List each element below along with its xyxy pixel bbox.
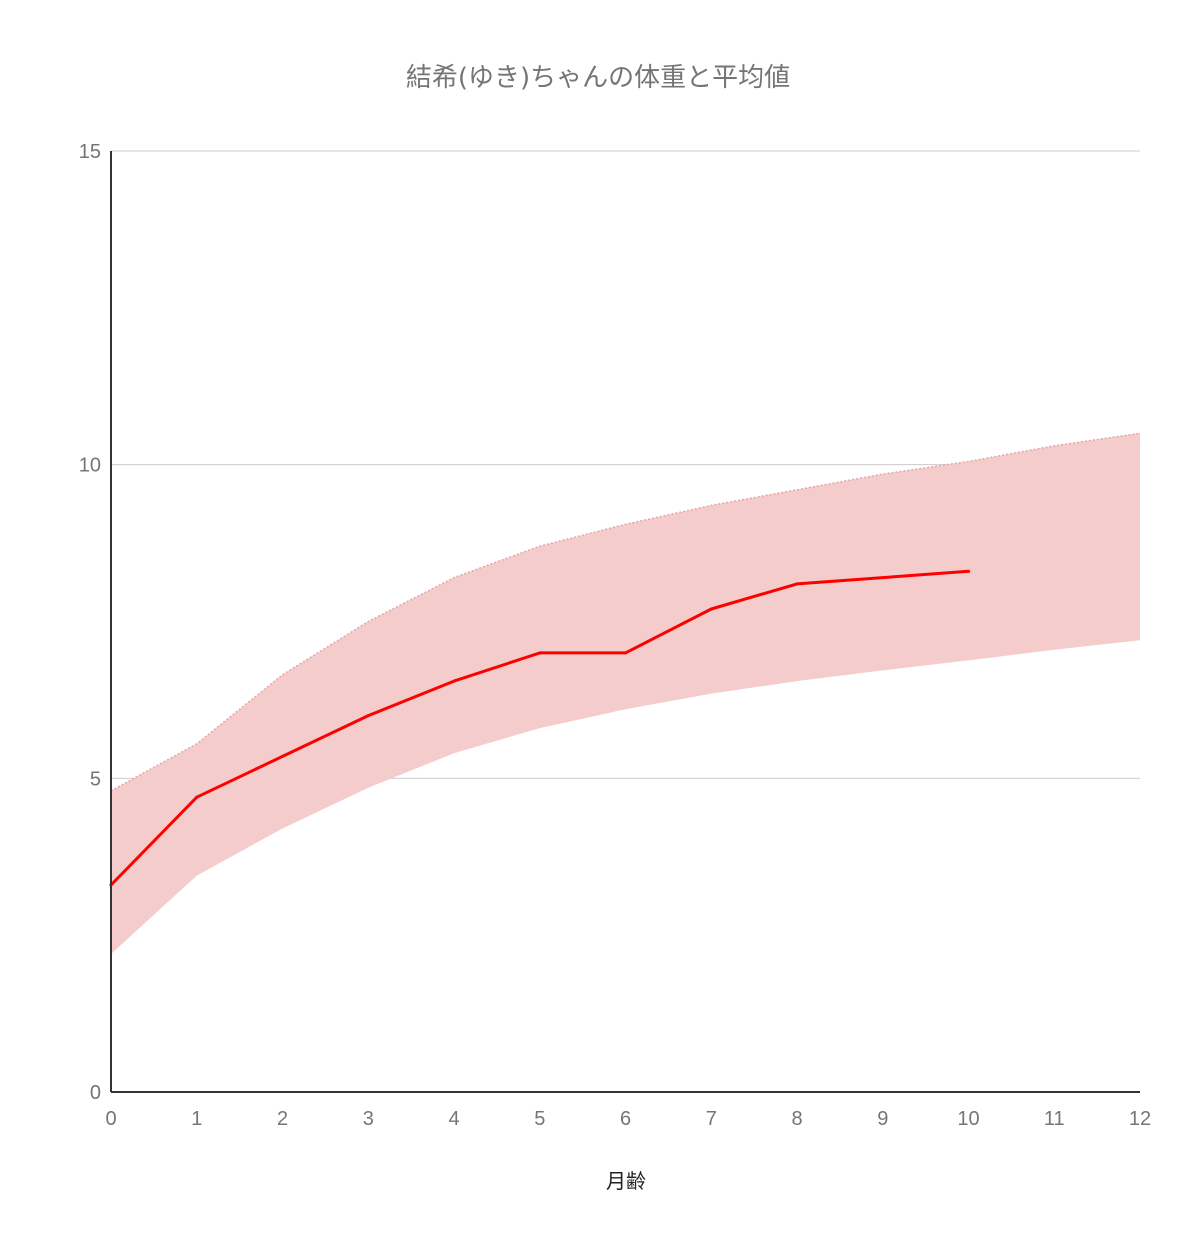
data-point xyxy=(281,754,284,758)
x-tick-label: 7 xyxy=(706,1108,717,1130)
y-tick-label: 5 xyxy=(90,768,101,790)
x-axis-label: 月齢 xyxy=(606,1169,646,1193)
y-tick-label: 10 xyxy=(79,455,101,477)
x-tick-label: 11 xyxy=(1044,1108,1065,1130)
data-point xyxy=(967,569,970,573)
band-area xyxy=(111,433,1140,954)
x-tick-label: 2 xyxy=(277,1108,288,1130)
x-tick-label: 3 xyxy=(363,1108,374,1130)
x-tick-label: 4 xyxy=(448,1108,459,1130)
x-tick-label: 5 xyxy=(534,1108,545,1130)
data-point xyxy=(795,582,799,586)
x-tick-label: 1 xyxy=(191,1108,202,1130)
data-point xyxy=(624,651,627,655)
axes xyxy=(110,151,1140,1093)
data-point xyxy=(366,714,370,718)
band-upper-edge xyxy=(110,432,1141,792)
x-tick-label: 9 xyxy=(877,1108,888,1130)
y-tick-label: 15 xyxy=(79,141,101,163)
data-point xyxy=(881,576,885,580)
data-point xyxy=(452,679,456,683)
x-tick-label: 8 xyxy=(791,1108,802,1130)
chart-title: 結希(ゆき)ちゃんの体重と平均値 xyxy=(406,63,790,93)
data-point xyxy=(538,651,542,655)
x-tick-label: 12 xyxy=(1129,1108,1151,1130)
x-tick-label: 0 xyxy=(105,1108,116,1130)
y-axis-ticks: 0 5 10 15 xyxy=(79,141,101,1104)
x-tick-label: 6 xyxy=(620,1108,631,1130)
data-point xyxy=(195,795,199,799)
data-point xyxy=(709,607,713,611)
x-tick-label: 10 xyxy=(957,1108,979,1130)
average-range-band xyxy=(110,432,1141,954)
y-tick-label: 0 xyxy=(90,1082,101,1104)
x-axis-ticks: 0 1 2 3 4 5 6 7 8 9 10 11 12 xyxy=(105,1108,1151,1130)
